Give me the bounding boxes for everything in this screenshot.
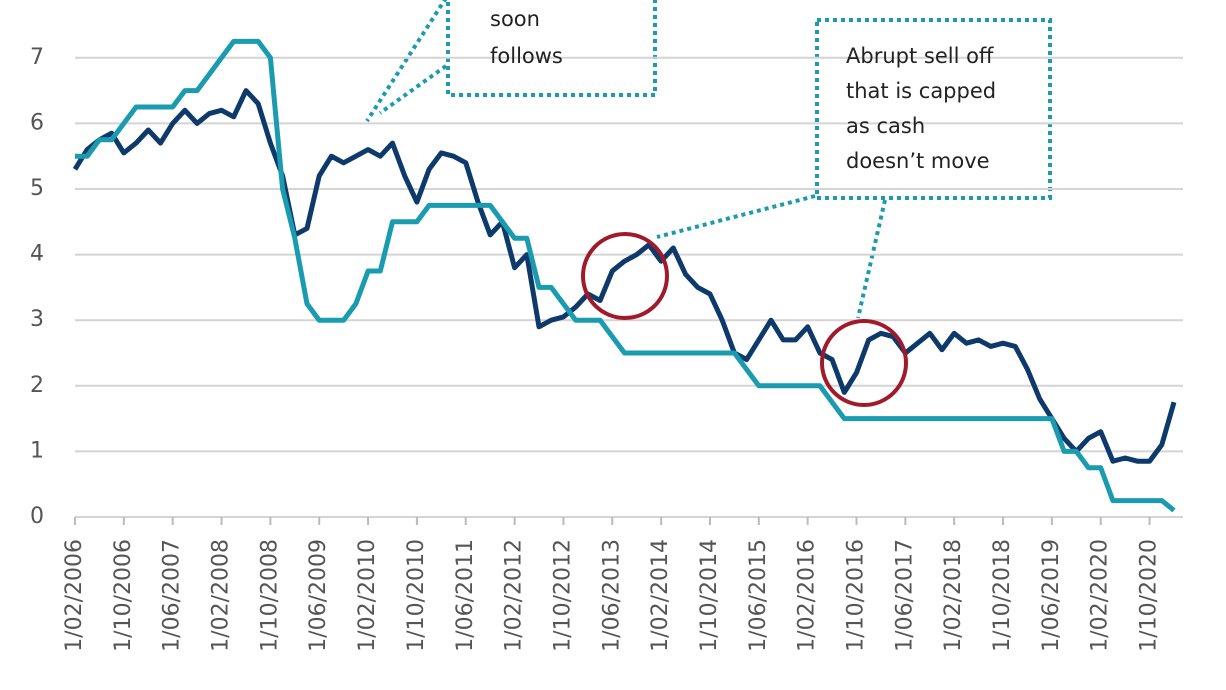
x-tick-label: 1/06/2013 bbox=[599, 539, 624, 652]
series-line bbox=[75, 38, 1176, 513]
x-tick-label: 1/10/2008 bbox=[257, 539, 282, 652]
series-line bbox=[72, 88, 1177, 464]
annotation-pointer bbox=[378, 64, 448, 115]
annotation-pointer bbox=[856, 199, 887, 319]
annotation-pointer bbox=[656, 194, 816, 239]
y-tick-label: 6 bbox=[30, 110, 44, 135]
x-tick-label: 1/02/2008 bbox=[209, 539, 234, 652]
x-tick-label: 1/02/2020 bbox=[1088, 539, 1113, 652]
x-tick-label: 1/06/2015 bbox=[746, 539, 771, 652]
x-tick-label: 1/02/2006 bbox=[62, 539, 87, 652]
x-tick-label: 1/06/2019 bbox=[1039, 539, 1064, 652]
y-tick-label: 2 bbox=[30, 373, 44, 398]
y-tick-label: 3 bbox=[30, 307, 44, 332]
x-tick-label: 1/10/2010 bbox=[404, 539, 429, 652]
x-tick-label: 1/02/2014 bbox=[648, 539, 673, 652]
x-tick-label: 1/10/2012 bbox=[550, 539, 575, 652]
annotation-text: that is capped bbox=[846, 79, 996, 103]
annotation-box bbox=[815, 18, 1052, 200]
x-tick-label: 1/02/2018 bbox=[941, 539, 966, 652]
annotation-text: soon bbox=[490, 7, 540, 31]
x-tick-label: 1/10/2006 bbox=[111, 539, 136, 652]
highlight-circle bbox=[820, 319, 908, 407]
x-tick-label: 1/02/2016 bbox=[795, 539, 820, 652]
y-tick-label: 0 bbox=[30, 504, 44, 529]
x-tick-label: 1/10/2018 bbox=[990, 539, 1015, 652]
x-tick-label: 1/06/2009 bbox=[306, 539, 331, 652]
y-tick-label: 8 bbox=[30, 0, 44, 4]
annotation-box bbox=[446, 0, 657, 97]
x-tick-label: 1/06/2011 bbox=[453, 539, 478, 652]
highlight-circle bbox=[581, 232, 669, 320]
annotation-pointer bbox=[365, 0, 448, 123]
x-tick-label: 1/02/2012 bbox=[502, 539, 527, 652]
x-tick-label: 1/10/2020 bbox=[1137, 539, 1162, 652]
x-tick-label: 1/10/2014 bbox=[697, 539, 722, 652]
annotation-text: follows bbox=[490, 44, 563, 68]
annotation-text: doesn’t move bbox=[846, 149, 990, 173]
y-tick-label: 7 bbox=[30, 45, 44, 70]
x-tick-label: 1/06/2017 bbox=[892, 539, 917, 652]
y-tick-label: 5 bbox=[30, 176, 44, 201]
annotation-text: Abrupt sell off bbox=[846, 44, 994, 68]
x-tick-label: 1/02/2010 bbox=[355, 539, 380, 652]
x-tick-label: 1/10/2016 bbox=[844, 539, 869, 652]
x-tick-label: 1/06/2007 bbox=[160, 539, 185, 652]
annotation-text: as cash bbox=[846, 114, 925, 138]
y-tick-label: 1 bbox=[30, 438, 44, 463]
y-tick-label: 4 bbox=[30, 242, 44, 267]
